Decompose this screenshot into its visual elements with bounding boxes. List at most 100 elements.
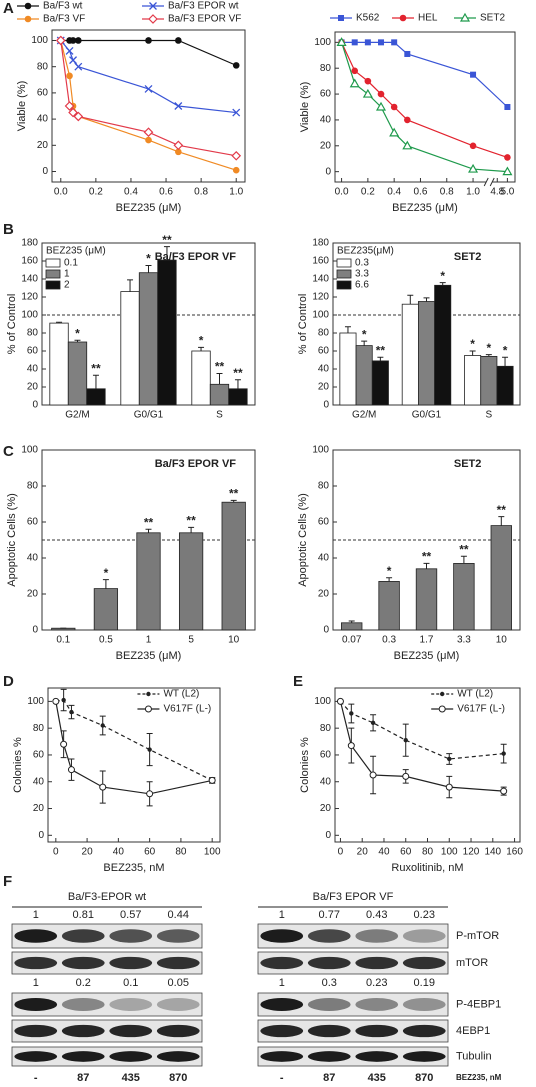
blot-strip <box>11 1019 203 1043</box>
error-bar <box>439 282 446 286</box>
data-point <box>468 163 479 173</box>
series-line <box>60 39 237 66</box>
y-tick-label: 100 <box>314 37 331 48</box>
plot-frame <box>47 687 221 843</box>
data-point <box>145 37 152 44</box>
data-point <box>231 150 242 161</box>
x-tick-label: 0.4 <box>387 187 401 198</box>
legend-label: Ba/F3 VF <box>43 14 85 25</box>
x-axis-label: BEZ235 (μM) <box>394 650 460 662</box>
error-bar <box>469 350 476 356</box>
y-tick-label: 100 <box>312 445 329 456</box>
x-tick-label: 0.07 <box>342 635 362 646</box>
data-point <box>404 50 411 57</box>
series-line <box>55 701 213 795</box>
data-point <box>370 720 376 726</box>
y-tick-label: 20 <box>318 589 330 600</box>
y-tick-label: 40 <box>318 553 330 564</box>
significance-label: ** <box>459 542 469 556</box>
chart-title: Ba/F3 EPOR VF <box>155 458 237 470</box>
series-line <box>60 40 237 114</box>
data-point <box>390 103 398 111</box>
data-point <box>403 738 408 743</box>
significance-label: * <box>199 334 204 348</box>
y-tick-label: 0 <box>38 830 44 841</box>
data-point <box>146 790 154 798</box>
legend-swatch <box>336 258 352 268</box>
data-point <box>147 747 152 752</box>
data-point <box>232 108 241 117</box>
y-tick-label: 20 <box>27 589 39 600</box>
error-bar <box>460 555 467 564</box>
x-tick-label: 40 <box>378 847 390 858</box>
significance-label: ** <box>422 550 432 564</box>
x-tick-label: G0/G1 <box>412 410 442 421</box>
blot-band <box>260 956 304 970</box>
y-tick-label: 20 <box>33 803 45 814</box>
x-tick-label: 140 <box>484 847 501 858</box>
panel-label: F <box>3 873 12 890</box>
x-axis-label: BEZ235, nM <box>103 862 164 874</box>
blot-band <box>307 956 351 970</box>
data-point <box>364 39 371 46</box>
blot-band <box>156 1024 200 1038</box>
y-tick-label: 80 <box>27 328 39 339</box>
y-tick-label: 40 <box>27 553 39 564</box>
blot-strip <box>11 992 203 1017</box>
blot-strip <box>257 1046 449 1067</box>
x-tick-label: 120 <box>463 847 480 858</box>
blot-band <box>14 1024 58 1038</box>
blot-row-label: Tubulin <box>456 1050 492 1062</box>
significance-label: ** <box>144 515 154 529</box>
data-point <box>347 742 355 750</box>
legend-label: Ba/F3 wt <box>43 1 83 12</box>
blot-band <box>402 1051 446 1062</box>
significance-label: * <box>75 326 80 340</box>
y-axis-label: Colonies % <box>299 737 311 793</box>
y-tick-label: 0 <box>32 625 38 636</box>
legend-title: BEZ235(μM) <box>337 246 394 257</box>
lane-label: 87 <box>77 1072 89 1084</box>
y-tick-label: 80 <box>320 63 332 74</box>
quantification: 0.3 <box>322 977 337 989</box>
data-point <box>74 62 83 71</box>
data-point <box>402 772 410 780</box>
legend-label: SET2 <box>480 13 505 24</box>
legend-swatch <box>336 269 352 279</box>
bar <box>480 355 498 406</box>
legend-marker <box>146 691 151 697</box>
data-point <box>55 35 66 46</box>
x-tick-label: 0.8 <box>194 187 208 198</box>
blot-strip <box>257 951 449 975</box>
significance-label: ** <box>91 361 101 375</box>
y-tick-label: 60 <box>27 517 39 528</box>
y-tick-label: 0 <box>323 625 329 636</box>
x-tick-label: 10 <box>496 635 508 646</box>
quantification: 0.57 <box>120 909 141 921</box>
blot-band <box>109 1024 153 1038</box>
error-bar <box>145 528 152 533</box>
blot-strip <box>11 1046 203 1067</box>
x-tick-label: 1.0 <box>229 187 243 198</box>
y-tick-label: 80 <box>318 481 330 492</box>
data-point <box>504 154 511 161</box>
x-tick-label: 5 <box>188 635 194 646</box>
blot-band <box>260 929 304 943</box>
y-tick-label: 120 <box>312 292 329 303</box>
blot-band <box>355 1051 399 1062</box>
legend-label: 3.3 <box>355 269 369 280</box>
quantification: 0.05 <box>168 977 189 989</box>
x-tick-label: 0.4 <box>124 187 138 198</box>
x-tick-label: 5.0 <box>500 187 514 198</box>
data-point <box>501 751 506 756</box>
legend-marker <box>24 2 32 10</box>
data-point <box>208 776 216 784</box>
x-tick-label: G2/M <box>65 410 89 421</box>
legend-label: V617F (L-) <box>163 704 211 715</box>
blot-band <box>355 929 399 943</box>
blot-band <box>307 1051 351 1062</box>
y-tick-label: 60 <box>37 88 49 99</box>
bar <box>490 525 512 631</box>
y-axis-label: Colonies % <box>12 737 24 793</box>
y-tick-label: 180 <box>21 238 38 249</box>
